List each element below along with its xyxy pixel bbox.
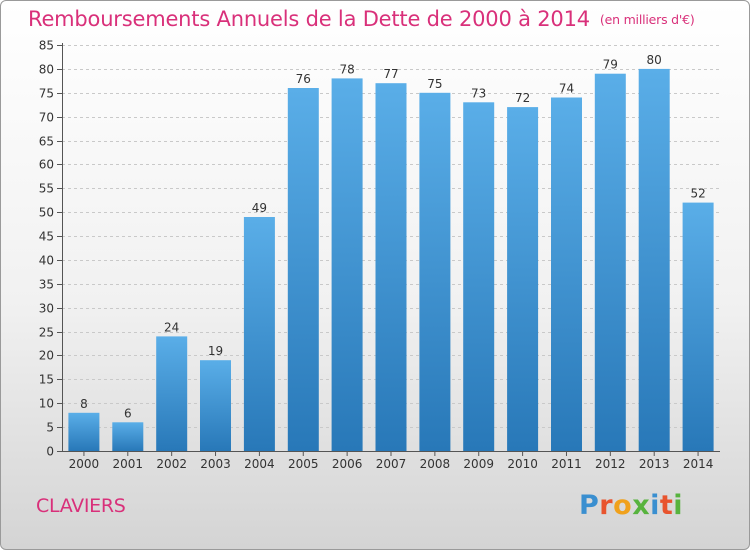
bar [507,107,539,451]
bar [112,422,144,451]
logo-letter: P [579,490,600,521]
logo-letter: r [599,490,614,521]
chart-title: Remboursements Annuels de la Dette de 20… [28,7,695,31]
logo-letter: t [659,490,674,521]
x-tick-label: 2009 [463,457,494,471]
bar-value-label: 24 [164,320,179,334]
x-tick-label: 2002 [156,457,187,471]
bar [682,202,714,451]
bar-value-label: 73 [471,86,486,100]
y-tick-label: 10 [39,397,54,411]
bar [551,97,582,451]
x-tick-label: 2000 [69,457,100,471]
x-tick-label: 2012 [595,457,626,471]
bar [419,92,451,452]
y-tick-label: 75 [39,87,54,101]
y-tick-label: 50 [39,206,54,220]
y-tick-label: 30 [39,302,54,316]
proxiti-logo[interactable]: Proxiti [579,490,683,521]
y-tick-label: 5 [46,421,54,435]
bar [287,88,319,451]
y-tick-label: 40 [39,254,54,268]
y-tick-label: 25 [39,326,54,340]
label-layer: 0 5 10 15 20 25 30 35 40 45 50 55 60 65 70 75 80 85 8 2000 6… [39,39,714,472]
y-tick-label: 65 [39,135,54,149]
title-text: Remboursements Annuels de la Dette de 20… [28,7,590,31]
axis-layer [57,43,720,456]
y-tick-label: 60 [39,158,54,172]
x-tick-label: 2001 [113,457,144,471]
bar [331,78,363,452]
bar [243,217,275,451]
logo-letter: o [613,490,633,521]
logo-letter: i [650,490,660,521]
x-tick-label: 2010 [507,457,538,471]
bar [463,102,495,452]
x-tick-label: 2003 [200,457,231,471]
x-tick-label: 2007 [376,457,407,471]
title-unit: (en milliers d'€) [599,12,695,27]
bar-value-label: 52 [690,187,705,201]
bar-value-label: 6 [124,406,132,420]
bar-value-label: 77 [383,67,398,81]
bar-value-label: 19 [208,344,223,358]
x-tick-label: 2013 [639,457,670,471]
y-tick-label: 20 [39,349,54,363]
bar [594,73,626,451]
y-tick-label: 15 [39,373,54,387]
city-name: CLAVIERS [36,495,126,517]
x-tick-label: 2014 [683,457,714,471]
x-tick-label: 2008 [420,457,451,471]
bar-value-label: 8 [80,397,88,411]
bar-layer [68,68,714,452]
y-tick-label: 0 [46,445,54,459]
y-tick-label: 80 [39,63,54,77]
bar [375,83,407,451]
x-tick-label: 2006 [332,457,363,471]
logo-letter: x [632,490,651,521]
y-tick-label: 35 [39,278,54,292]
bar [200,360,231,451]
bar-value-label: 72 [515,91,530,105]
x-tick-label: 2004 [244,457,275,471]
x-tick-label: 2005 [288,457,319,471]
bar-value-label: 74 [559,82,574,96]
bar-value-label: 49 [252,201,267,215]
y-tick-label: 45 [39,230,54,244]
y-tick-label: 70 [39,111,54,125]
bar-value-label: 79 [603,58,618,72]
y-tick-label: 55 [39,182,54,196]
bar-value-label: 80 [647,53,662,67]
y-tick-label: 85 [39,39,54,53]
bar [156,336,188,451]
logo-letter: i [673,490,684,521]
bar [68,412,100,451]
bar-value-label: 76 [296,72,311,86]
bar-value-label: 78 [339,62,354,76]
bar-value-label: 75 [427,77,442,91]
bar [638,68,670,452]
x-tick-label: 2011 [551,457,582,471]
